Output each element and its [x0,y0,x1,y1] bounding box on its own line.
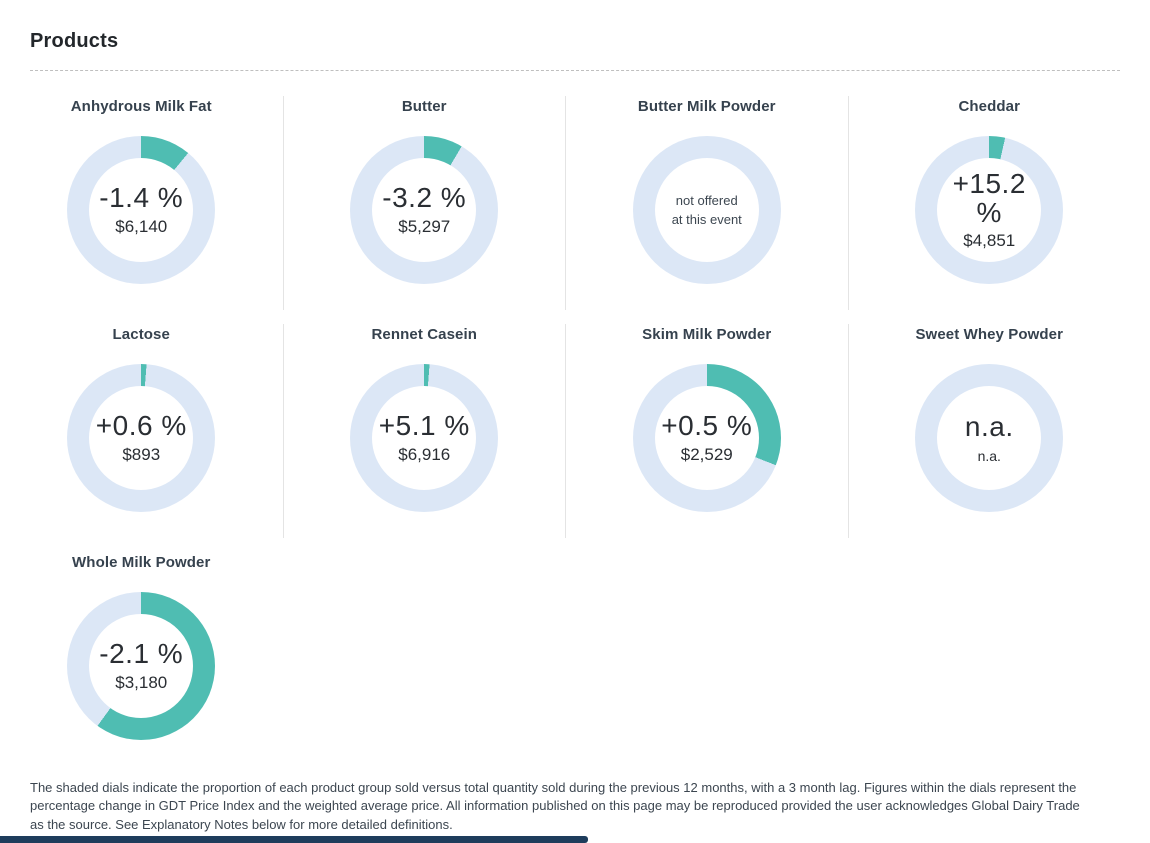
product-dial: +0.5 % $2,529 [632,364,781,512]
product-price: $893 [122,444,161,464]
product-card: Butter -3.2 % $5,297 [282,96,566,310]
product-card: Butter Milk Powder not offered at this e… [565,96,848,310]
page-title: Products [30,30,119,52]
product-title: Cheddar [958,98,1021,115]
product-title: Sweet Whey Powder [915,326,1064,343]
product-title: Rennet Casein [371,326,477,343]
product-card: Skim Milk Powder +0.5 % $2,529 [565,324,848,538]
dial-center: +5.1 % $6,916 [372,386,477,490]
product-price: n.a. [977,447,1001,464]
product-change: +5.1 % [378,410,470,442]
product-title: Butter [401,98,447,115]
product-card: Cheddar +15.2 % $4,851 [847,96,1131,310]
product-card: Whole Milk Powder -2.1 % $3,180 [0,552,283,766]
product-price: $6,140 [115,216,168,236]
product-dial: not offered at this event [632,136,781,284]
dial-center: +0.6 % $893 [89,386,194,490]
product-change: -2.1 % [99,638,184,670]
product-dial: -1.4 % $6,140 [67,136,216,284]
not-offered-line-1: not offered [675,192,738,208]
product-dial: +5.1 % $6,916 [350,364,499,512]
dial-center: +15.2 % $4,851 [937,158,1042,262]
product-title: Anhydrous Milk Fat [70,98,212,115]
page-header: Products [0,0,1150,53]
product-dial: +15.2 % $4,851 [915,136,1064,284]
product-change: +15.2 % [952,167,1026,228]
dial-center: -1.4 % $6,140 [89,158,194,262]
product-price: $6,916 [398,444,451,464]
products-grid: Anhydrous Milk Fat -1.4 % $6,140 Butter … [0,96,1130,766]
product-title: Lactose [112,326,170,343]
product-change: -3.2 % [382,182,467,214]
product-dial: -3.2 % $5,297 [350,136,499,284]
not-offered-line-2: at this event [671,212,742,227]
product-card: Lactose +0.6 % $893 [0,324,283,538]
product-title: Skim Milk Powder [642,326,772,343]
dial-center: -2.1 % $3,180 [89,614,194,718]
product-card: Rennet Casein +5.1 % $6,916 [282,324,566,538]
product-price: $3,180 [115,672,168,692]
dashed-divider [30,70,1120,71]
product-dial: n.a. n.a. [915,364,1064,512]
dial-center: -3.2 % $5,297 [372,158,477,262]
product-card: Sweet Whey Powder n.a. n.a. [847,324,1131,538]
product-change: -1.4 % [99,182,184,214]
product-change: n.a. [964,411,1014,443]
product-price: $2,529 [680,444,733,464]
product-price: $4,851 [963,231,1016,251]
product-card: Anhydrous Milk Fat -1.4 % $6,140 [0,96,283,310]
product-dial: +0.6 % $893 [67,364,216,512]
dial-center: +0.5 % $2,529 [654,386,759,490]
dial-center: not offered at this event [654,158,759,262]
footer-bar [0,836,588,843]
footer-note: The shaded dials indicate the proportion… [30,780,1080,832]
product-title: Whole Milk Powder [72,554,211,571]
product-title: Butter Milk Powder [637,98,776,115]
product-price: $5,297 [398,216,451,236]
not-offered-note: not offered at this event [672,191,742,230]
product-dial: -2.1 % $3,180 [67,592,216,740]
product-change: +0.5 % [661,410,753,442]
dial-center: n.a. n.a. [937,386,1042,490]
product-change: +0.6 % [95,410,187,442]
